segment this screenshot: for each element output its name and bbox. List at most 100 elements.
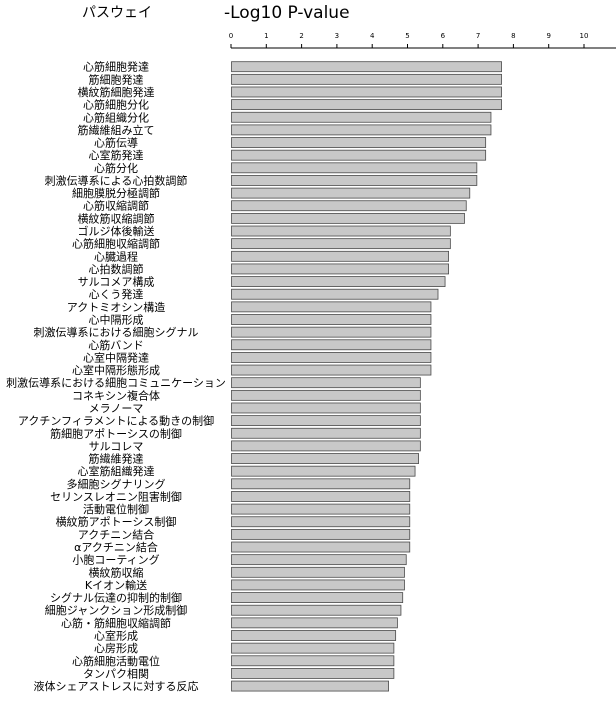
- bar: [231, 402, 421, 414]
- bar: [231, 212, 465, 224]
- bar: [231, 238, 451, 250]
- category-label: 心筋細胞分化: [83, 98, 149, 112]
- category-label: シグナル伝達の抑制的制御: [50, 591, 182, 605]
- category-label: 筋繊維組み立て: [78, 123, 155, 137]
- category-label: ゴルジ体後輸送: [78, 224, 155, 238]
- x-tick-label: 2: [299, 32, 303, 40]
- bar: [231, 73, 502, 85]
- bar: [231, 225, 451, 237]
- bar: [231, 617, 398, 629]
- bar: [231, 187, 471, 199]
- bar: [231, 592, 404, 603]
- bar: [231, 111, 492, 123]
- category-label: 筋細胞発達: [89, 72, 144, 86]
- bar: [231, 415, 421, 427]
- bar: [231, 541, 411, 553]
- x-axis: 0 1 2 3 4 5 6 7 8 9 10: [229, 32, 616, 49]
- category-label: 筋繊維発達: [89, 452, 144, 466]
- category-label: αアクチニン結合: [74, 540, 158, 554]
- category-label: 心拍数調節: [89, 262, 144, 276]
- bar: [231, 630, 397, 641]
- category-label: アクトミオシン構造: [67, 300, 165, 314]
- bar: [231, 276, 446, 287]
- category-label: 心筋細胞収縮調節: [72, 237, 160, 251]
- bar: [231, 314, 432, 325]
- value-axis-title: -Log10 P-value: [224, 3, 350, 23]
- x-tick-label: 6: [441, 32, 446, 40]
- bar: [231, 250, 449, 262]
- category-label: 刺激伝導系における細胞コミュニケーション: [6, 376, 226, 390]
- x-tick-label: 9: [546, 32, 550, 40]
- x-tick-label: 4: [370, 32, 375, 40]
- category-labels: 心筋細胞発達筋細胞発達横紋筋細胞発達心筋細胞分化心筋組織分化筋繊維組み立て心筋伝…: [6, 60, 226, 693]
- bar: [231, 528, 411, 540]
- category-label: 心房形成: [94, 642, 138, 655]
- category-label: 横紋筋細胞発達: [78, 85, 155, 99]
- category-label: セリンスレオニン阻害制御: [50, 489, 182, 503]
- bar: [231, 364, 432, 376]
- category-label: 心臓過程: [94, 250, 138, 263]
- category-label: 心室筋組織発達: [78, 464, 155, 478]
- x-tick-label: 7: [476, 32, 480, 40]
- category-label: 心室中隔形態形成: [72, 363, 160, 377]
- category-label: 液体シェアストレスに対する反応: [34, 679, 199, 693]
- bar: [231, 377, 421, 389]
- category-label: 筋細胞アポトーシスの制御: [50, 426, 182, 440]
- bar: [231, 554, 407, 566]
- bar: [231, 288, 439, 300]
- category-label: 心筋バンド: [88, 338, 144, 352]
- category-label: アクチンフィラメントによる動きの制御: [18, 414, 214, 428]
- bar: [231, 263, 449, 275]
- bar: [231, 389, 421, 401]
- category-label: 刺激伝導系における細胞シグナル: [34, 325, 199, 339]
- bar: [231, 124, 492, 136]
- bar: [231, 339, 432, 351]
- bar: [231, 516, 411, 528]
- category-label: 活動電位制御: [83, 502, 149, 516]
- x-tick-label: 3: [335, 32, 339, 40]
- bar: [231, 175, 478, 186]
- x-tick-label: 8: [511, 32, 515, 40]
- category-label: 心筋細胞活動電位: [72, 654, 160, 668]
- category-label: 心筋分化: [94, 161, 138, 175]
- bar: [231, 61, 502, 73]
- category-label: サルコメア構成: [78, 276, 155, 289]
- category-label: メラノーマ: [89, 402, 144, 415]
- category-label: 細胞ジャンクション形成制御: [45, 603, 187, 617]
- bar: [231, 503, 411, 515]
- x-tick-label: 0: [229, 32, 233, 40]
- bar: [231, 99, 502, 111]
- bar: [231, 680, 389, 692]
- bar: [231, 668, 395, 679]
- category-label: サルコレマ: [89, 440, 144, 453]
- category-label: 心くう発達: [89, 287, 144, 301]
- x-tick-label: 5: [405, 32, 409, 40]
- category-label: 心筋組織分化: [83, 110, 149, 124]
- bar: [231, 162, 478, 174]
- bar: [231, 604, 402, 616]
- category-label: 心筋・筋細胞収縮調節: [61, 616, 171, 630]
- category-label: 心筋収縮調節: [83, 199, 149, 213]
- category-label: アクチニン結合: [78, 527, 154, 541]
- bar: [231, 453, 419, 464]
- bar: [231, 427, 421, 439]
- category-label: 心筋細胞発達: [83, 60, 149, 74]
- bar: [231, 149, 487, 161]
- category-label: 心中隔形成: [89, 314, 144, 327]
- bar: [231, 465, 416, 477]
- category-label: 心室中隔発達: [83, 350, 149, 364]
- bar: [231, 478, 411, 490]
- bar: [231, 491, 411, 502]
- category-label: コネキシン複合体: [72, 388, 160, 402]
- category-header: パスウェイ: [82, 5, 152, 21]
- category-label: タンパク相関: [83, 667, 149, 680]
- category-label: 心筋伝導: [94, 136, 138, 150]
- x-axis-ticks: 0 1 2 3 4 5 6 7 8 9 10: [229, 32, 589, 48]
- category-label: 横紋筋収縮: [89, 565, 144, 579]
- category-label: 横紋筋アポトーシス制御: [56, 515, 177, 529]
- category-label: 心室筋発達: [89, 148, 144, 162]
- x-tick-label: 10: [580, 32, 589, 40]
- bar: [231, 655, 395, 667]
- bar: [231, 579, 405, 591]
